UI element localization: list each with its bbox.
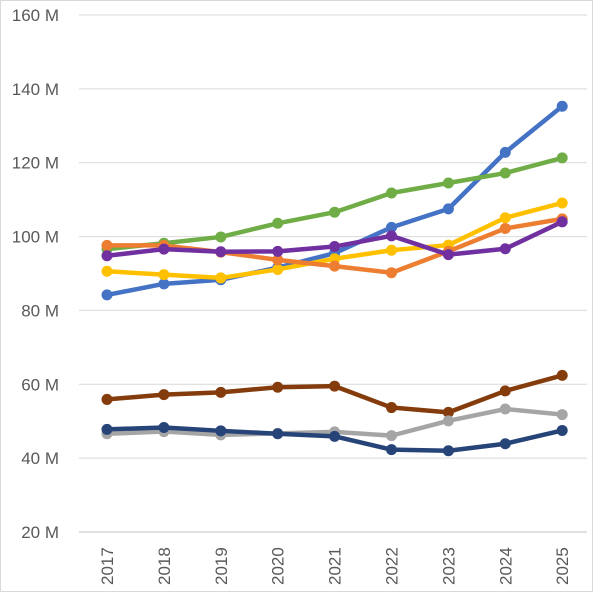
data-point bbox=[556, 216, 568, 228]
y-tick-label: 80 M bbox=[21, 301, 59, 320]
y-tick-label: 40 M bbox=[21, 449, 59, 468]
data-point bbox=[215, 231, 227, 243]
data-point bbox=[499, 385, 511, 397]
data-point bbox=[215, 425, 227, 437]
data-point bbox=[499, 212, 511, 224]
series-group bbox=[101, 100, 568, 457]
data-point bbox=[386, 267, 397, 279]
data-point bbox=[272, 428, 284, 440]
data-point bbox=[386, 230, 397, 242]
data-point bbox=[556, 369, 568, 381]
data-point bbox=[556, 197, 568, 209]
data-point bbox=[272, 381, 284, 393]
data-point bbox=[329, 241, 341, 253]
x-tick-label: 2018 bbox=[155, 547, 174, 585]
data-point bbox=[272, 263, 284, 275]
data-point bbox=[272, 254, 284, 266]
data-point bbox=[386, 444, 397, 456]
data-point bbox=[329, 380, 341, 392]
y-tick-label: 20 M bbox=[21, 523, 59, 542]
x-tick-label: 2017 bbox=[98, 547, 117, 585]
y-axis-ticks: 20 M 40 M 60 M 80 M 100 M 120 M 140 M 160 M bbox=[12, 6, 59, 542]
data-point bbox=[499, 403, 511, 415]
data-point bbox=[556, 152, 568, 164]
data-point bbox=[556, 100, 568, 112]
x-tick-label: 2023 bbox=[439, 547, 458, 585]
y-tick-label: 100 M bbox=[12, 228, 59, 247]
data-point bbox=[272, 245, 284, 257]
data-point bbox=[499, 222, 511, 234]
series-3 bbox=[101, 197, 568, 284]
data-point bbox=[329, 206, 341, 218]
x-tick-label: 2019 bbox=[212, 547, 231, 585]
data-point bbox=[329, 260, 341, 272]
data-point bbox=[386, 402, 397, 414]
series-5 bbox=[101, 216, 568, 262]
data-point bbox=[386, 221, 397, 233]
data-point bbox=[499, 146, 511, 158]
data-point bbox=[158, 269, 170, 281]
x-tick-label: 2022 bbox=[383, 547, 402, 585]
data-point bbox=[442, 406, 454, 418]
data-point bbox=[101, 423, 113, 435]
series-8 bbox=[101, 421, 568, 457]
data-point bbox=[101, 393, 113, 405]
data-point bbox=[386, 187, 397, 199]
data-point bbox=[499, 438, 511, 450]
series-6 bbox=[101, 369, 568, 418]
data-point bbox=[101, 289, 113, 301]
x-axis-ticks: 2017 2018 2019 2020 2021 2022 2023 2024 2025 bbox=[98, 547, 572, 585]
y-tick-label: 60 M bbox=[21, 375, 59, 394]
data-point bbox=[329, 430, 341, 442]
data-point bbox=[158, 278, 170, 290]
data-point bbox=[556, 424, 568, 436]
data-point bbox=[556, 409, 568, 421]
data-point bbox=[442, 415, 454, 427]
data-point bbox=[386, 430, 397, 442]
data-point bbox=[272, 217, 284, 229]
y-tick-label: 160 M bbox=[12, 6, 59, 25]
data-point bbox=[101, 239, 113, 251]
data-point bbox=[442, 203, 454, 215]
data-point bbox=[442, 177, 454, 189]
series-2 bbox=[101, 152, 568, 255]
data-point bbox=[442, 249, 454, 261]
data-point bbox=[215, 272, 227, 284]
y-tick-label: 120 M bbox=[12, 154, 59, 173]
data-point bbox=[386, 244, 397, 256]
data-point bbox=[158, 421, 170, 433]
data-point bbox=[499, 243, 511, 255]
data-point bbox=[101, 265, 113, 277]
data-point bbox=[101, 250, 113, 262]
data-point bbox=[158, 389, 170, 401]
data-point bbox=[158, 243, 170, 255]
data-point bbox=[442, 445, 454, 457]
data-point bbox=[215, 246, 227, 258]
x-tick-label: 2020 bbox=[269, 547, 288, 585]
data-point bbox=[215, 386, 227, 398]
data-point bbox=[499, 167, 511, 179]
y-tick-label: 140 M bbox=[12, 80, 59, 99]
x-tick-label: 2021 bbox=[326, 547, 345, 585]
x-tick-label: 2024 bbox=[496, 547, 515, 585]
x-tick-label: 2025 bbox=[553, 547, 572, 585]
